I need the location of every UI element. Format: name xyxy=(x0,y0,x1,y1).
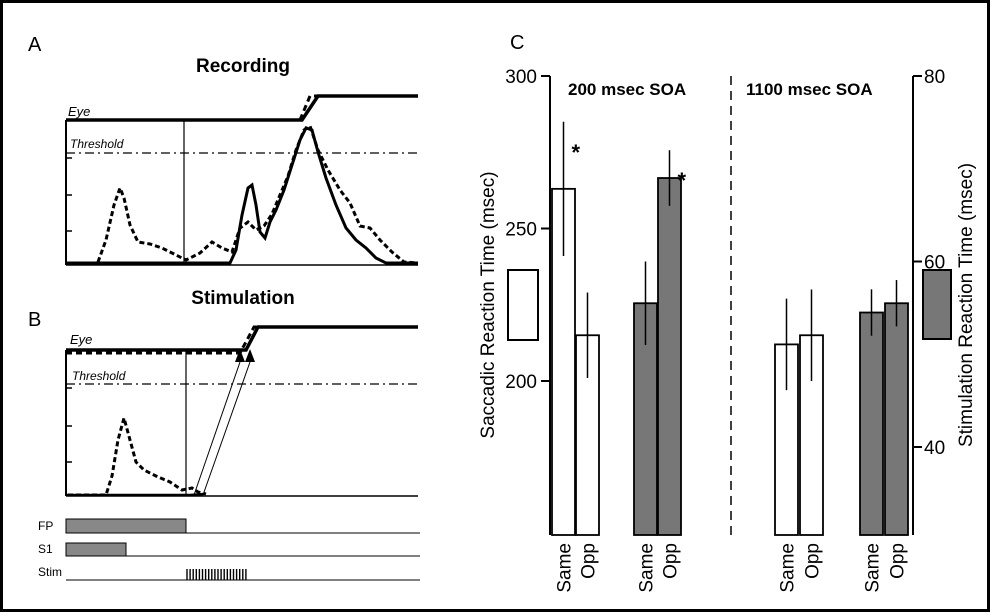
x-tick-label: Opp xyxy=(888,543,909,579)
panel-b-y-ticks xyxy=(66,387,72,463)
legend-swatch-stimulation xyxy=(922,269,952,340)
x-tick-label: Same xyxy=(863,543,884,593)
panel-b-title: Stimulation xyxy=(191,288,294,309)
panel-b-eye-label: Eye xyxy=(70,332,92,347)
timeline-s1-bar xyxy=(65,542,127,557)
right-y-tick-label: 60 xyxy=(924,253,945,274)
panel-c: C 200 250 300 40 60 80 Saccadic Reaction Tim… xyxy=(478,32,977,593)
panel-a-eye-trace-dashed xyxy=(298,94,418,121)
panel-a-threshold-label: Threshold xyxy=(70,137,124,151)
bars-layer: *Same Opp Same*Opp Same Opp Same Opp xyxy=(551,121,909,593)
panel-a: A Recording Eye Threshold xyxy=(28,34,419,266)
panel-b-stim-arrow xyxy=(193,349,255,496)
right-y-ticks: 40 60 80 xyxy=(913,67,945,459)
panel-b-eye-trace-dashed xyxy=(66,325,418,355)
panel-a-y-ticks xyxy=(66,157,72,232)
x-tick-label: Same xyxy=(637,543,658,593)
timeline-label-fp: FP xyxy=(38,519,53,533)
x-tick-label: Opp xyxy=(661,543,682,579)
panel-b-activity-solid xyxy=(66,492,205,497)
significance-marker: * xyxy=(572,140,581,165)
bar xyxy=(657,177,682,536)
panel-a-eye-label: Eye xyxy=(68,104,90,119)
timeline-label-s1: S1 xyxy=(38,542,53,556)
right-axis-label: Stimulation Reaction Time (msec) xyxy=(956,163,977,447)
right-y-tick-label: 40 xyxy=(924,438,945,459)
bar xyxy=(884,302,909,536)
legend-swatch-saccadic xyxy=(507,269,539,341)
panel-b-eye-trace xyxy=(66,325,418,352)
panel-a-activity-dashed xyxy=(96,123,419,265)
left-axis-label: Saccadic Reaction Time (msec) xyxy=(478,171,499,438)
panel-b: B Stimulation Eye Threshold FP xyxy=(28,288,420,581)
legend xyxy=(507,269,952,341)
panel-c-letter: C xyxy=(510,32,524,54)
left-y-tick-label: 200 xyxy=(505,372,537,393)
panel-b-timeline: FP S1 Stim xyxy=(38,518,420,581)
panel-a-title: Recording xyxy=(196,56,290,77)
x-tick-label: Same xyxy=(555,543,576,593)
left-y-tick-label: 300 xyxy=(505,67,537,88)
timeline-fp-bar xyxy=(65,518,187,534)
x-tick-label: Opp xyxy=(803,543,824,579)
significance-marker: * xyxy=(678,168,687,193)
panel-b-threshold-label: Threshold xyxy=(72,369,126,383)
panel-b-activity-dashed xyxy=(68,412,207,497)
timeline-label-stim: Stim xyxy=(38,565,62,579)
left-y-tick-label: 250 xyxy=(505,220,537,241)
bar xyxy=(859,311,884,536)
x-tick-label: Opp xyxy=(579,543,600,579)
timeline-stim-pulses xyxy=(186,569,247,580)
left-y-ticks: 200 250 300 xyxy=(505,67,550,393)
right-y-tick-label: 80 xyxy=(924,67,945,88)
x-tick-label: Same xyxy=(778,543,799,593)
group-label-1100: 1100 msec SOA xyxy=(746,80,873,99)
group-label-200: 200 msec SOA xyxy=(568,80,686,99)
panel-a-eye-trace xyxy=(66,94,418,122)
panel-b-letter: B xyxy=(28,309,41,331)
panel-a-letter: A xyxy=(28,34,42,56)
